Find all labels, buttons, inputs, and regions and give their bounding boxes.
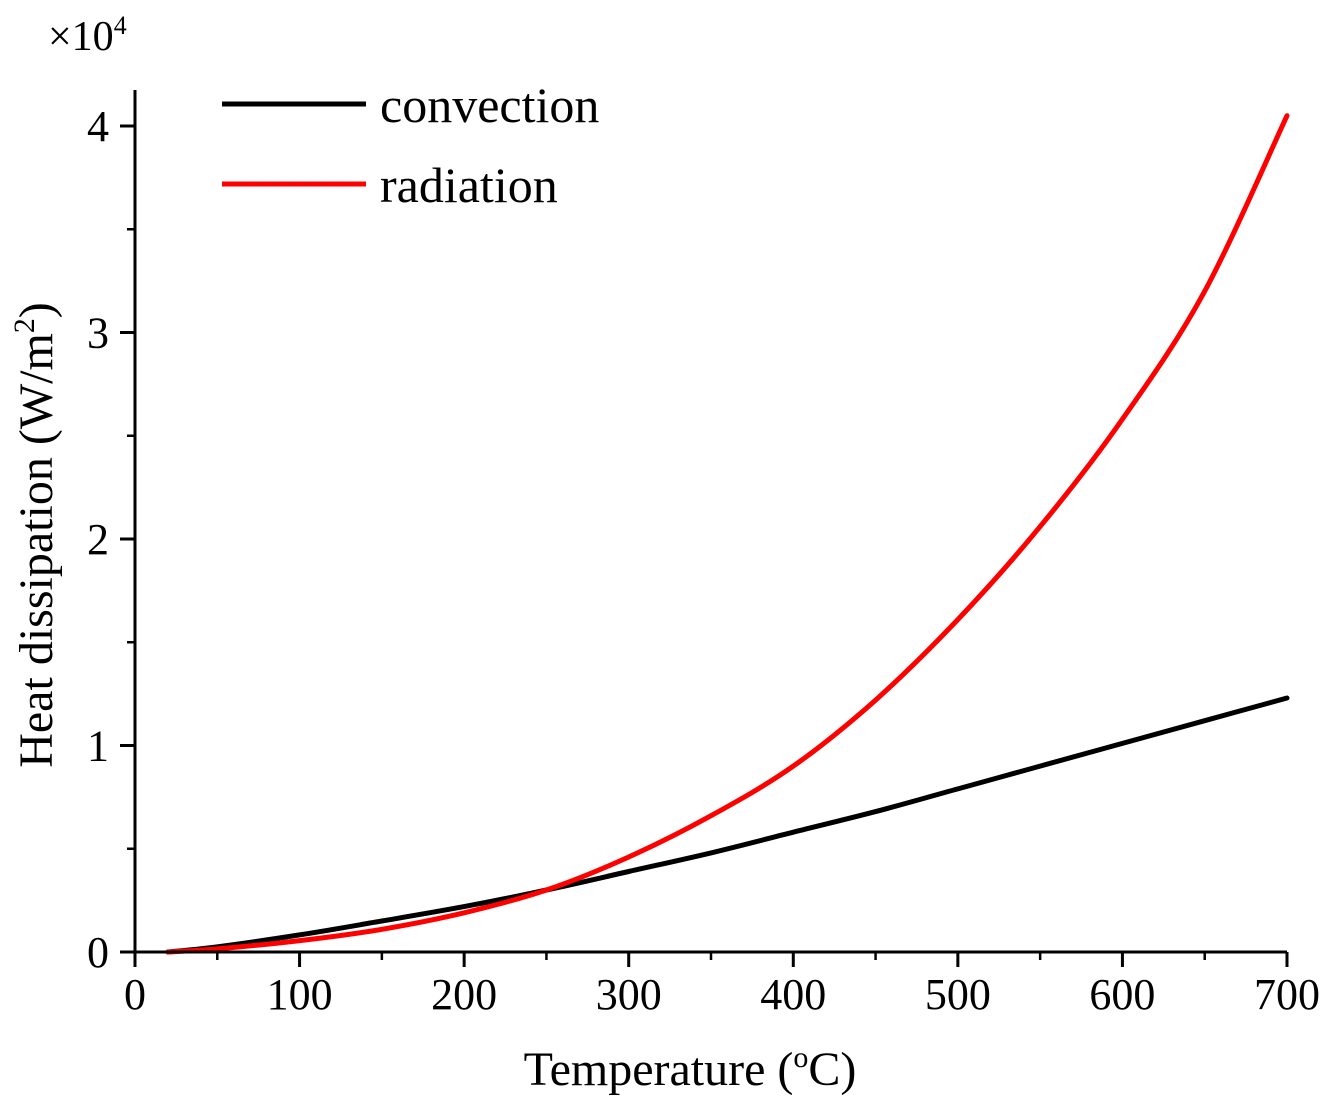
x-tick-label: 100 [267,970,333,1019]
y-multiplier-exponent: 4 [114,11,127,40]
legend-label-radiation: radiation [380,157,558,213]
y-tick-label: 1 [87,722,109,771]
y-tick-labels: 0 1 2 3 4 [87,102,109,977]
x-axis-title-sup: o [793,1041,808,1074]
y-axis-title-close: ) [10,302,63,318]
y-axis-title-sup: 2 [8,318,41,333]
y-tick-label: 0 [87,928,109,977]
x-tick-label: 400 [760,970,826,1019]
y-tick-label: 2 [87,515,109,564]
x-axis-title: Temperature (oC) [524,1041,857,1096]
series-line-convection [165,695,1290,955]
y-multiplier: ×104 [48,11,127,60]
x-tick-label: 300 [596,970,662,1019]
x-tick-label: 0 [124,970,146,1019]
x-axis-title-unit: C) [808,1043,856,1096]
y-axis-title: Heat dissipation (W/m2) [8,302,63,768]
x-tick-label: 500 [925,970,991,1019]
series-line-radiation [165,113,1290,955]
x-tick-label: 600 [1089,970,1155,1019]
legend: convection radiation [222,77,599,213]
y-tick-label: 3 [87,309,109,358]
x-tick-label: 700 [1254,970,1320,1019]
y-tick-label: 4 [87,102,109,151]
minor-ticks [127,228,1206,960]
major-ticks [120,124,1289,967]
legend-label-convection: convection [380,77,599,133]
series-layer [165,113,1290,955]
x-tick-label: 200 [431,970,497,1019]
x-tick-labels: 0 100 200 300 400 500 600 700 [124,970,1320,1019]
